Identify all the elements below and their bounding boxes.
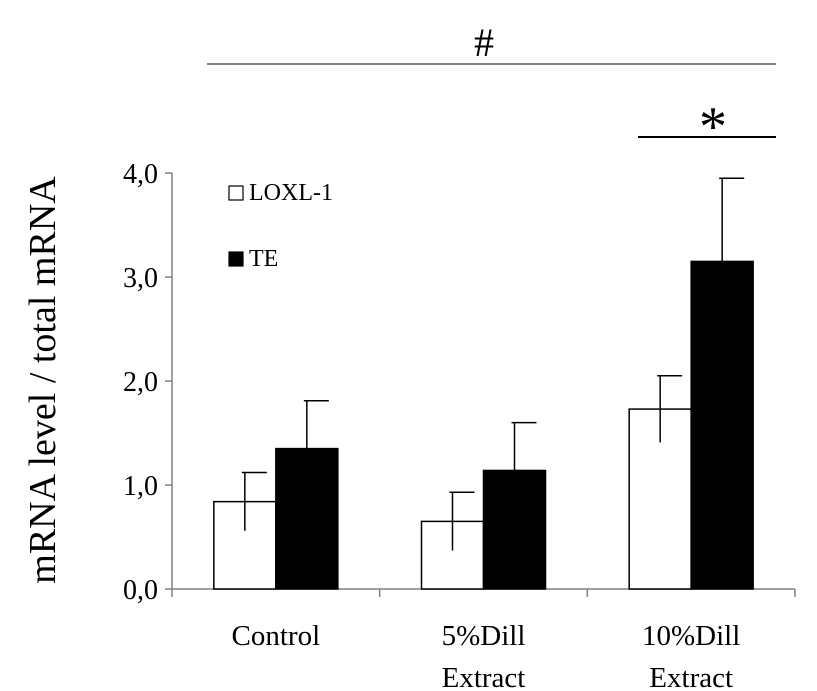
bar-te <box>275 447 339 590</box>
y-tick-label: 4,0 <box>123 159 158 190</box>
y-tick-label: 3,0 <box>123 263 158 294</box>
x-tick-label: Extract <box>442 662 526 691</box>
x-axis: Control 5%Dill Extract 10%Dill Extract <box>171 588 796 691</box>
x-tick-label: Extract <box>649 662 733 691</box>
bars <box>213 260 754 590</box>
significance-mark-hash: # <box>474 20 494 65</box>
legend-swatch-te <box>228 251 244 267</box>
x-tick-label: 5%Dill <box>442 620 526 652</box>
y-axis: 0,0 1,0 2,0 3,0 4,0 <box>123 159 173 606</box>
legend: LOXL-1 TE <box>228 180 333 272</box>
y-tick-label: 2,0 <box>123 367 158 398</box>
legend-label-loxl-1: LOXL-1 <box>249 180 333 206</box>
bar-loxl-1 <box>420 520 485 590</box>
significance-mark-star: * <box>699 96 727 158</box>
legend-swatch-loxl-1 <box>228 185 244 201</box>
error-bars <box>241 177 745 551</box>
y-tick-label: 1,0 <box>123 471 158 502</box>
bar-te <box>482 469 547 590</box>
y-tick-label: 0,0 <box>123 575 158 606</box>
legend-label-te: TE <box>249 246 278 272</box>
x-tick-label: 10%Dill <box>642 620 740 652</box>
x-tick-label: Control <box>232 620 321 652</box>
y-axis-label: mRNA level / total mRNA <box>22 176 64 584</box>
bar-te <box>690 260 754 590</box>
significance-annotations: #* <box>207 20 776 158</box>
